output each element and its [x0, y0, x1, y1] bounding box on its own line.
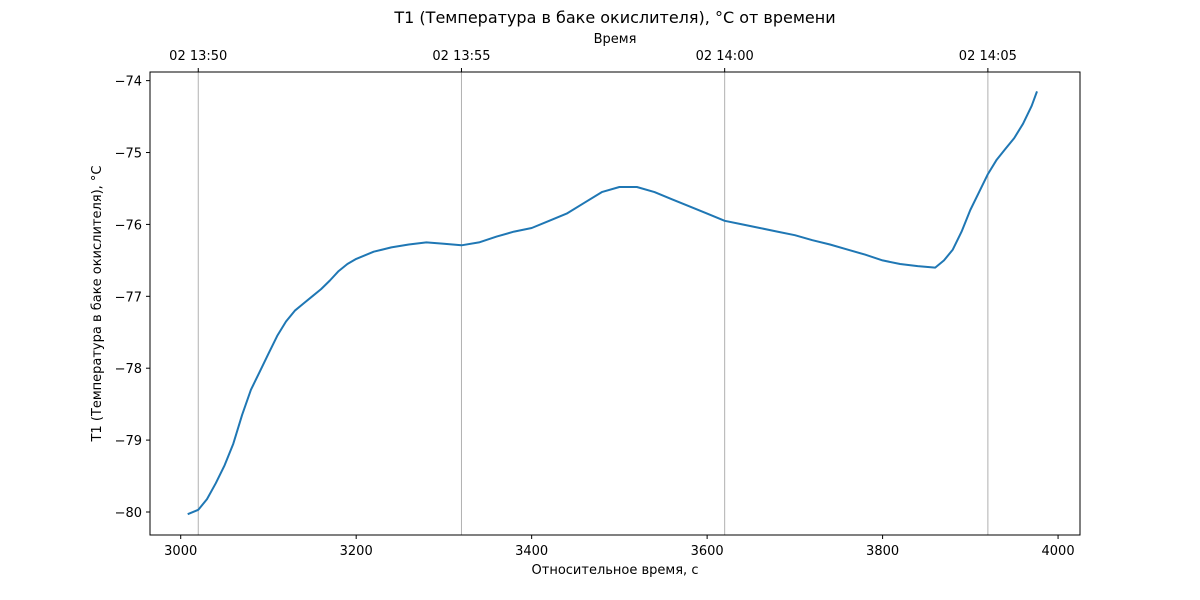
y-tick-label: −78 — [115, 362, 142, 377]
x-tick-label: 3800 — [866, 544, 899, 559]
y-tick-label: −79 — [115, 434, 142, 449]
x-axis-label: Относительное время, с — [532, 563, 699, 578]
top-axis-label: Время — [594, 32, 637, 47]
top-tick-label: 02 13:55 — [432, 49, 490, 64]
top-tick-label: 02 13:50 — [169, 49, 227, 64]
x-tick-label: 3000 — [164, 544, 197, 559]
y-tick-label: −75 — [115, 147, 142, 162]
y-axis-label: T1 (Температура в баке окислителя), °C — [90, 165, 105, 442]
axes: 02 13:50 02 13:55 02 14:00 02 14:05 3000 3200… — [115, 49, 1075, 559]
y-tick-label: −80 — [115, 506, 142, 521]
x-tick-label: 4000 — [1042, 544, 1075, 559]
gridlines — [197, 72, 989, 535]
y-tick-label: −74 — [115, 75, 142, 90]
y-tick-label: −76 — [115, 218, 142, 233]
x-tick-label: 3600 — [691, 544, 724, 559]
top-tick-label: 02 14:05 — [959, 49, 1017, 64]
series-line — [187, 91, 1038, 516]
top-tick-label: 02 14:00 — [696, 49, 754, 64]
plot-frame — [149, 71, 1081, 536]
x-tick-label: 3200 — [340, 544, 373, 559]
x-tick-label: 3400 — [515, 544, 548, 559]
chart-title: T1 (Температура в баке окислителя), °C о… — [393, 8, 835, 27]
y-tick-label: −77 — [115, 290, 142, 305]
